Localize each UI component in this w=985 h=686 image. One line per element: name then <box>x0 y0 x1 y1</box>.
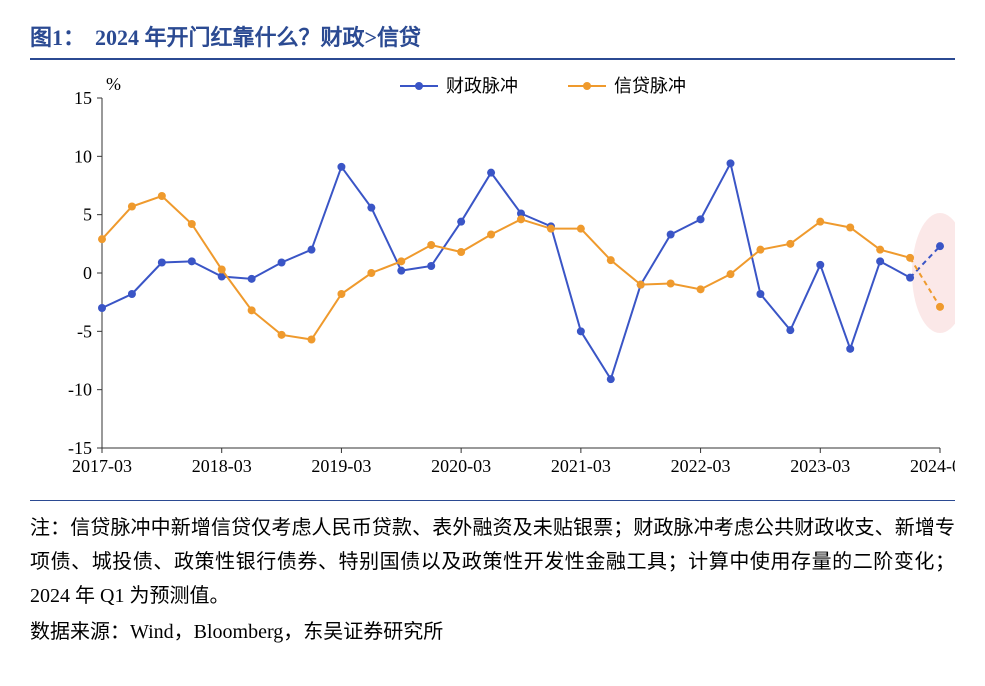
svg-text:2023-03: 2023-03 <box>790 456 850 476</box>
svg-text:2024-03: 2024-03 <box>910 456 955 476</box>
figure-label: 图1： <box>30 20 85 52</box>
svg-text:2022-03: 2022-03 <box>671 456 731 476</box>
svg-text:-5: -5 <box>77 321 92 341</box>
svg-text:信贷脉冲: 信贷脉冲 <box>614 76 686 96</box>
figure-source: 数据来源：Wind，Bloomberg，东吴证券研究所 <box>30 615 955 649</box>
svg-text:-15: -15 <box>68 438 92 458</box>
chart-area: -15 -10 -5 0 5 10 15% 2017-03 2018-03 2019-03 2020… <box>30 68 955 488</box>
svg-text:财政脉冲: 财政脉冲 <box>446 76 518 96</box>
svg-text:2020-03: 2020-03 <box>431 456 491 476</box>
svg-text:2021-03: 2021-03 <box>551 456 611 476</box>
svg-text:2018-03: 2018-03 <box>192 456 252 476</box>
svg-text:15: 15 <box>74 88 92 108</box>
figure-notes: 注：信贷脉冲中新增信贷仅考虑人民币贷款、表外融资及未贴银票；财政脉冲考虑公共财政… <box>30 500 955 613</box>
svg-text:0: 0 <box>83 263 92 283</box>
figure-title-row: 图1： 2024 年开门红靠什么？财政>信贷 <box>30 20 955 60</box>
figure-container: 图1： 2024 年开门红靠什么？财政>信贷 -15 -10 -5 0 5 10 15% 20… <box>0 0 985 686</box>
svg-text:%: % <box>106 74 121 94</box>
svg-text:2019-03: 2019-03 <box>311 456 371 476</box>
svg-text:5: 5 <box>83 205 92 225</box>
figure-title: 2024 年开门红靠什么？财政>信贷 <box>95 20 421 52</box>
chart-svg: -15 -10 -5 0 5 10 15% 2017-03 2018-03 2019-03 2020… <box>30 68 955 488</box>
svg-text:-10: -10 <box>68 380 92 400</box>
svg-text:2017-03: 2017-03 <box>72 456 132 476</box>
svg-text:10: 10 <box>74 146 92 166</box>
